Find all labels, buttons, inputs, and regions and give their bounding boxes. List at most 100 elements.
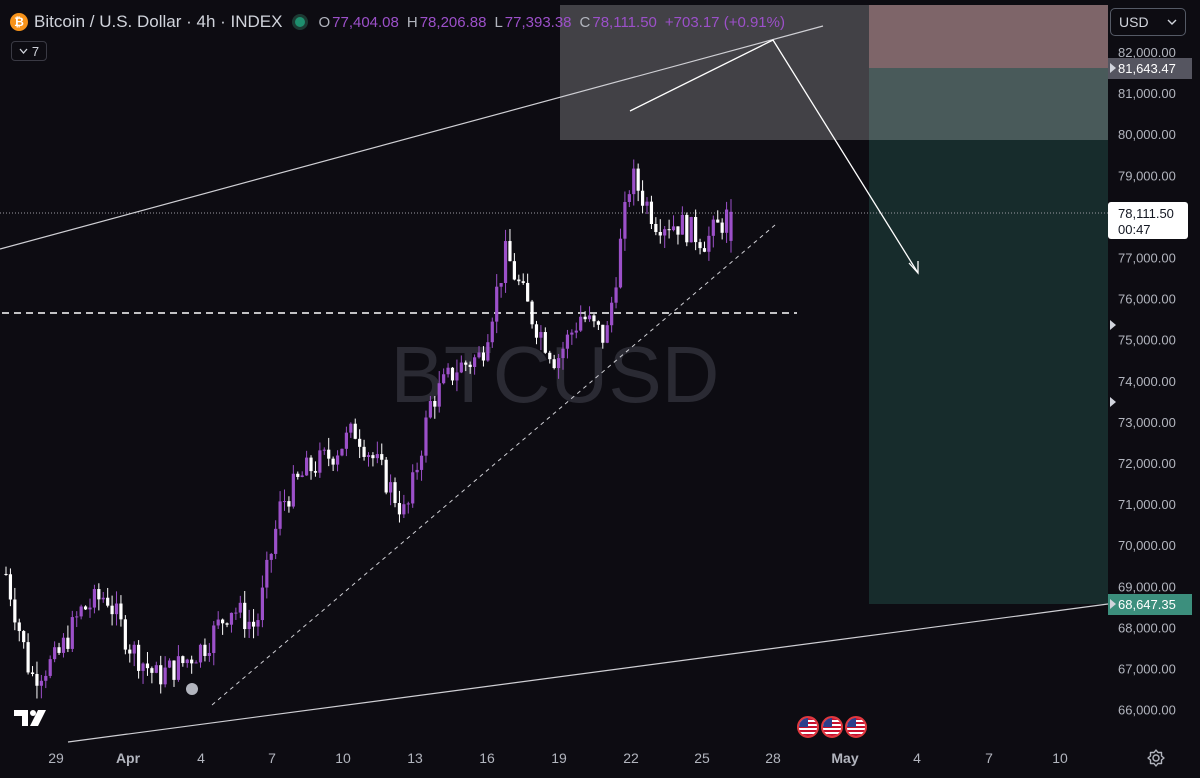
- price-axis-tick-label: 79,000.00: [1118, 168, 1176, 183]
- tradingview-logo-icon[interactable]: [14, 708, 50, 728]
- price-axis-tick-label: 67,000.00: [1118, 662, 1176, 677]
- price-axis-tick-label: 75,000.00: [1118, 333, 1176, 348]
- candle-body: [88, 607, 92, 610]
- candle-body: [526, 282, 530, 302]
- candle-body: [680, 214, 684, 235]
- us-flag-icon[interactable]: [845, 716, 867, 738]
- price-axis-tick-label: 66,000.00: [1118, 703, 1176, 718]
- candle-body: [110, 605, 114, 615]
- projection-arrow[interactable]: [629, 39, 919, 274]
- economic-events[interactable]: [797, 716, 867, 738]
- channel-lower-trendline[interactable]: [67, 603, 1109, 743]
- candle-body: [287, 501, 291, 507]
- bitcoin-icon: ₿: [10, 13, 28, 31]
- candle-body: [17, 622, 21, 632]
- candle-body: [517, 279, 521, 282]
- candle-body: [424, 417, 428, 456]
- chevron-down-icon: [19, 48, 28, 54]
- candle-body: [685, 214, 689, 243]
- candle-body: [44, 675, 48, 681]
- candle-body: [362, 446, 366, 457]
- candle-body: [353, 423, 357, 439]
- close-value: 78,111.50: [592, 13, 657, 31]
- candle-body: [123, 619, 127, 650]
- currency-select[interactable]: USD: [1110, 8, 1186, 36]
- rising-support-trendline[interactable]: [211, 224, 776, 706]
- price-axis-tick-label: 71,000.00: [1118, 497, 1176, 512]
- candle-body: [305, 457, 309, 476]
- time-axis-tick-label: 22: [623, 750, 639, 766]
- candle-body: [39, 680, 43, 686]
- candle-body: [389, 482, 393, 493]
- price-axis-tick-label: 76,000.00: [1118, 292, 1176, 307]
- candle-body: [676, 226, 680, 235]
- candle-body: [601, 324, 605, 343]
- candle-body: [508, 241, 512, 262]
- candle-body: [472, 357, 477, 367]
- candle-body: [300, 475, 304, 477]
- event-marker[interactable]: [186, 683, 198, 695]
- candle-body: [203, 644, 207, 656]
- candle-body: [128, 649, 132, 654]
- time-axis-tick-label: 7: [268, 750, 276, 766]
- candle-body: [614, 287, 618, 303]
- indicators-toggle-button[interactable]: 7: [11, 41, 47, 61]
- time-axis-tick-label: May: [831, 750, 858, 766]
- candle-body: [229, 612, 234, 625]
- candle-body: [552, 359, 556, 369]
- candle-body: [702, 248, 707, 252]
- candle-body: [671, 226, 676, 231]
- candle-body: [446, 367, 450, 375]
- candle-body: [92, 589, 97, 608]
- take-profit-zone[interactable]: [869, 68, 1108, 604]
- us-flag-icon[interactable]: [821, 716, 843, 738]
- market-status-icon[interactable]: [292, 14, 309, 30]
- candle-body: [495, 286, 499, 322]
- candle-body: [4, 573, 8, 575]
- stop-price-label-bg: [1108, 58, 1192, 79]
- candle-body: [318, 450, 322, 473]
- candle-body: [486, 342, 490, 361]
- candle-body: [132, 644, 136, 654]
- price-axis-tick-label: 80,000.00: [1118, 127, 1176, 142]
- gear-icon[interactable]: [1146, 748, 1166, 768]
- open-key: O: [318, 13, 331, 31]
- candle-body: [570, 332, 574, 335]
- candle-body: [61, 637, 66, 653]
- candle-body: [309, 457, 313, 472]
- price-axis-tick-label: 74,000.00: [1118, 374, 1176, 389]
- candle-body: [119, 603, 123, 620]
- candle-body: [658, 232, 662, 236]
- candle-body: [176, 656, 181, 680]
- time-axis-tick-label: 16: [479, 750, 495, 766]
- candle-body: [384, 459, 388, 493]
- candle-body: [291, 473, 295, 507]
- candle-body: [296, 473, 300, 477]
- candle-body: [371, 455, 375, 459]
- candle-body: [22, 631, 26, 643]
- high-key: H: [406, 13, 418, 31]
- stop-loss-zone[interactable]: [869, 5, 1108, 68]
- candle-body: [159, 665, 163, 685]
- last-price-label-bg: [1108, 202, 1188, 239]
- low-key: L: [494, 13, 503, 31]
- candle-body: [145, 663, 150, 669]
- candle-body: [442, 374, 446, 384]
- us-flag-icon[interactable]: [797, 716, 819, 738]
- candle-series[interactable]: [4, 159, 733, 699]
- time-axis-tick-label: 28: [765, 750, 781, 766]
- price-axis-tick-label: 72,000.00: [1118, 456, 1176, 471]
- candle-body: [468, 364, 472, 367]
- chart-legend: ₿ Bitcoin / U.S. Dollar · 4h · INDEX O 7…: [10, 10, 785, 34]
- price-axis-tick-label: 81,000.00: [1118, 86, 1176, 101]
- candle-body: [331, 458, 335, 465]
- candle-body: [539, 332, 543, 338]
- candle-body: [66, 637, 70, 649]
- candle-body: [340, 448, 344, 456]
- candle-body: [623, 201, 627, 239]
- symbol-title[interactable]: Bitcoin / U.S. Dollar · 4h · INDEX: [34, 12, 283, 31]
- price-axis[interactable]: 66,000.00 67,000.00 68,000.00 69,000.00 70,0…: [1118, 45, 1176, 718]
- time-axis[interactable]: 29 Apr 4 7 10 13 16 19 22 25 28 May 4 7 10: [48, 750, 1068, 766]
- channel-upper-trendline[interactable]: [0, 25, 824, 250]
